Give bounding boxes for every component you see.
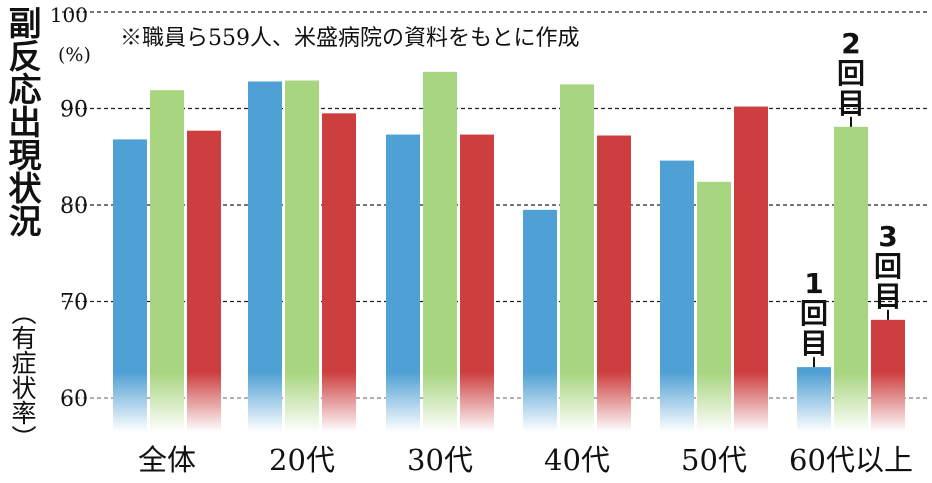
y-axis-title: 副反応出現状況 [3,6,42,237]
x-tick-label: 20代 [269,443,335,477]
unit-label: (%) [58,44,91,66]
y-tick-label: 70 [60,291,88,316]
y-tick-label: 90 [60,98,88,123]
series-labels: 1 回目 2 回目 3 回目 [800,27,902,368]
y-ticks: 60 70 80 90 100 [50,3,88,412]
series-label: 2 回目 [837,27,865,120]
x-tick-label: 50代 [681,443,747,477]
bottom-fade [60,372,932,432]
y-axis-subtitle: （有症状率） [8,300,37,450]
x-tick-labels: 全体 20代 30代 40代 50代 60代以上 [138,443,913,477]
y-tick-label: 60 [60,387,88,412]
y-tick-label: 100 [50,3,88,27]
series-label: 1 回目 [800,267,828,360]
x-tick-label: 全体 [138,443,196,477]
x-tick-label: 60代以上 [789,443,913,477]
bar-2-2 [423,71,457,432]
x-tick-label: 40代 [544,443,610,477]
x-tick-label: 30代 [407,443,473,477]
source-note: ※職員ら559人、米盛病院の資料をもとに作成 [120,26,580,51]
y-tick-label: 80 [60,194,88,219]
series-label: 3 回目 [874,220,902,313]
